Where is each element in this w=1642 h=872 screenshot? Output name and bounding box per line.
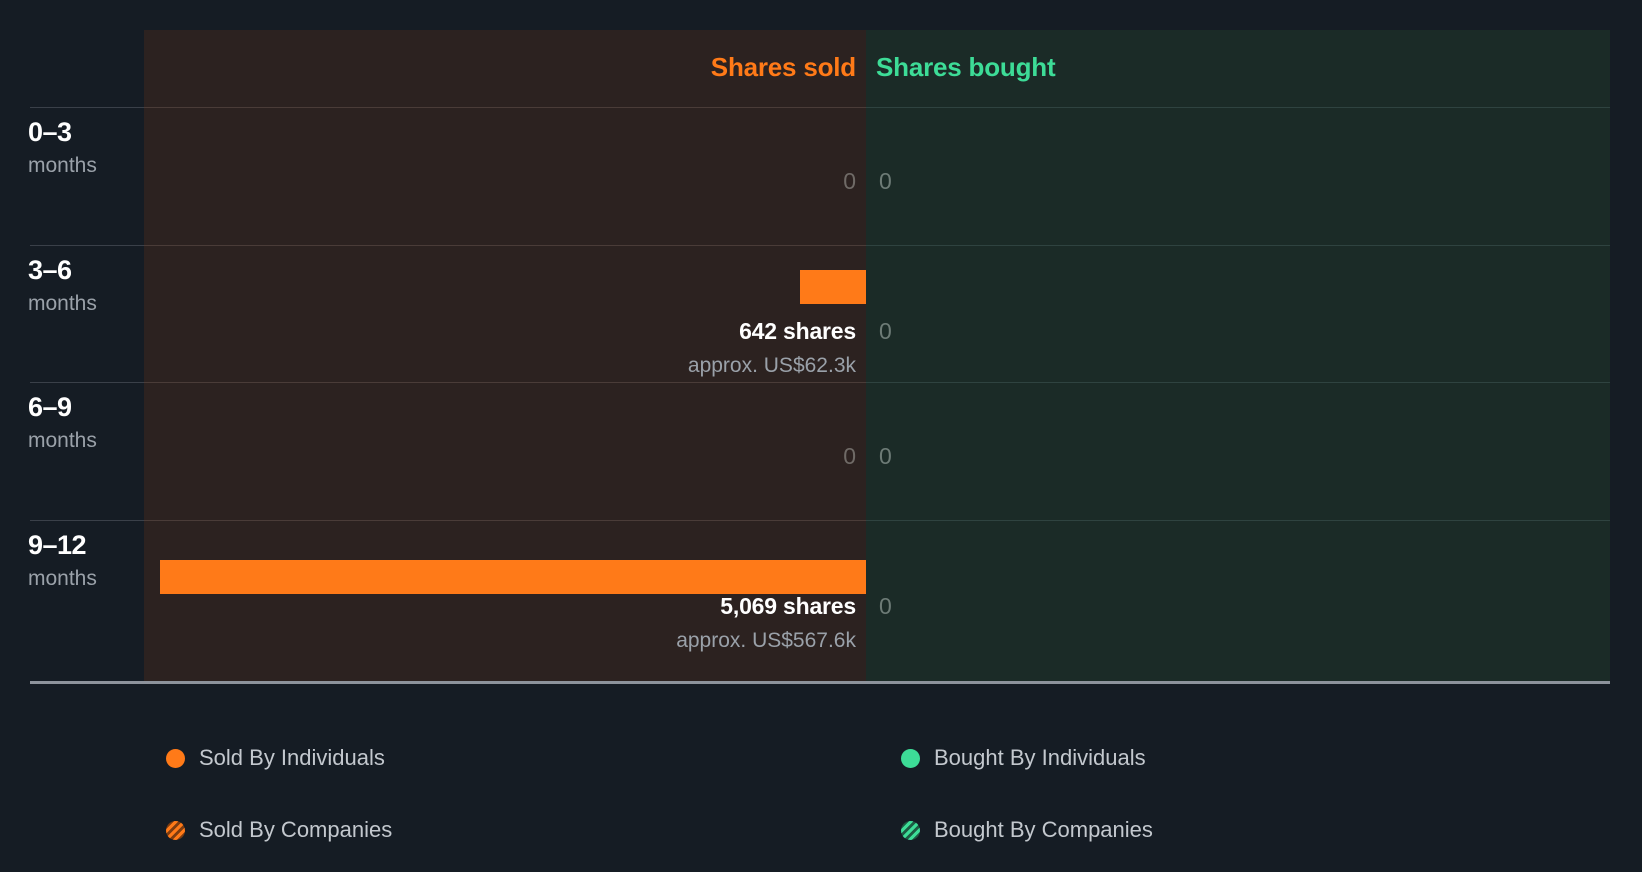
bought-value-9-12-months: 0: [879, 593, 892, 620]
sold-value-6-9-months: 0: [0, 443, 856, 470]
legend-swatch-hatched-orange-icon: [166, 820, 185, 840]
row-separator: [30, 107, 1610, 108]
shares-bought-header: Shares bought: [876, 52, 1056, 82]
sold-shares-value: 0: [843, 443, 856, 469]
sold-value-9-12-months: 5,069 shares approx. US$567.6k: [0, 593, 856, 653]
sold-approx-value: approx. US$567.6k: [676, 629, 856, 652]
bought-value-6-9-months: 0: [879, 443, 892, 470]
sold-value-3-6-months: 642 shares approx. US$62.3k: [0, 318, 856, 378]
bought-shares-value: 0: [879, 318, 892, 344]
row-unit: months: [28, 429, 97, 453]
sold-bar-3-6-months[interactable]: [800, 270, 866, 304]
bought-value-0-3-months: 0: [879, 168, 892, 195]
legend-swatch-hatched-green-icon: [901, 820, 920, 840]
legend-label: Bought By Companies: [934, 817, 1153, 842]
row-unit: months: [28, 567, 97, 591]
sold-shares-value: 642 shares: [739, 318, 856, 344]
bought-shares-value: 0: [879, 593, 892, 619]
shares-sold-header: Shares sold: [710, 52, 856, 82]
legend-sold-by-individuals[interactable]: Sold By Individuals: [166, 745, 385, 771]
row-unit: months: [28, 292, 97, 316]
row-separator: [30, 520, 1610, 521]
row-range: 3–6: [28, 255, 72, 285]
row-label-0-3-months: 0–3 months: [28, 118, 138, 186]
bought-shares-value: 0: [879, 168, 892, 194]
legend-bought-by-individuals[interactable]: Bought By Individuals: [901, 745, 1146, 771]
row-range: 0–3: [28, 117, 72, 147]
row-separator: [30, 245, 1610, 246]
chart-baseline-axis: [30, 681, 1610, 684]
bought-shares-value: 0: [879, 443, 892, 469]
row-label-3-6-months: 3–6 months: [28, 256, 138, 324]
sold-shares-value: 5,069 shares: [720, 593, 856, 619]
sold-shares-value: 0: [843, 168, 856, 194]
legend-swatch-solid-orange-icon: [166, 748, 185, 768]
sold-bar-9-12-months[interactable]: [160, 560, 866, 594]
legend-label: Bought By Individuals: [934, 745, 1146, 770]
bought-value-3-6-months: 0: [879, 318, 892, 345]
row-label-6-9-months: 6–9 months: [28, 393, 138, 461]
sold-approx-value: approx. US$62.3k: [687, 354, 856, 377]
row-unit: months: [28, 154, 97, 178]
row-separator: [30, 382, 1610, 383]
row-label-9-12-months: 9–12 months: [28, 531, 138, 599]
shares-bought-column-band: [866, 30, 1610, 682]
legend-sold-by-companies[interactable]: Sold By Companies: [166, 817, 392, 843]
legend-bought-by-companies[interactable]: Bought By Companies: [901, 817, 1153, 843]
legend-label: Sold By Individuals: [199, 745, 385, 770]
legend-label: Sold By Companies: [199, 817, 393, 842]
legend-swatch-solid-green-icon: [901, 748, 920, 768]
row-range: 9–12: [28, 530, 87, 560]
row-range: 6–9: [28, 392, 72, 422]
sold-value-0-3-months: 0: [0, 168, 856, 195]
